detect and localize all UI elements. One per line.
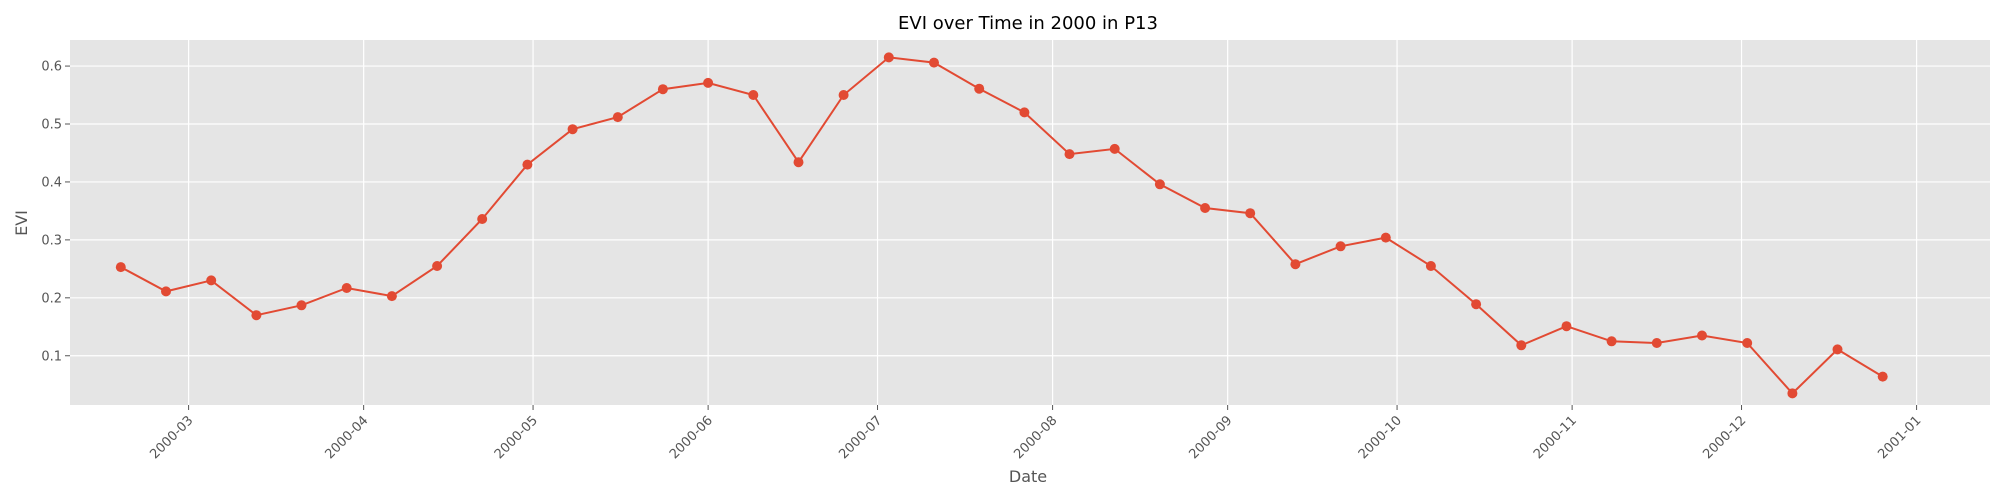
data-point	[929, 57, 939, 68]
x-tick-label: 2000-04	[322, 413, 371, 462]
data-point	[1787, 388, 1798, 399]
data-point	[1651, 338, 1662, 348]
data-point	[748, 90, 759, 100]
y-tick-label: 0.1	[41, 349, 62, 364]
data-point	[703, 77, 714, 88]
x-tick-label: 2000-09	[1186, 413, 1235, 462]
data-point	[1561, 321, 1572, 332]
x-axis-label: Date	[1009, 467, 1047, 486]
x-tick-label: 2000-03	[147, 413, 196, 462]
chart-title: EVI over Time in 2000 in P13	[898, 13, 1158, 34]
data-point	[115, 262, 126, 273]
data-point	[206, 275, 217, 286]
data-point	[1697, 330, 1707, 341]
data-point	[1154, 179, 1165, 190]
plot-area	[70, 40, 1990, 405]
data-point	[1742, 338, 1753, 348]
evi-series-line	[120, 56, 1884, 395]
data-point	[1019, 107, 1030, 118]
data-point	[477, 214, 488, 224]
data-point	[1380, 232, 1391, 243]
x-axis-ticks: 2000-03 2000-04 2000-05 2000-06 2000-07 2000-…	[147, 405, 1924, 462]
data-point	[341, 283, 352, 293]
data-point	[296, 300, 307, 311]
x-tick-label: 2000-10	[1356, 413, 1405, 462]
x-tick-label: 2000-08	[1011, 413, 1060, 462]
x-tick-label: 2001-01	[1875, 413, 1924, 462]
data-point	[1832, 344, 1843, 355]
x-tick-label: 2000-11	[1531, 413, 1580, 462]
data-point	[1290, 259, 1301, 270]
y-tick-label: 0.3	[41, 233, 62, 248]
x-tick-label: 2000-12	[1700, 413, 1749, 462]
y-tick-label: 0.2	[41, 291, 62, 306]
data-point	[1425, 261, 1436, 271]
data-point	[251, 310, 262, 321]
data-point	[386, 291, 397, 302]
x-tick-label: 2000-06	[667, 413, 716, 462]
data-point	[1109, 143, 1120, 154]
data-point	[1606, 336, 1617, 347]
y-axis-label: EVI	[12, 210, 31, 236]
x-tick-label: 2000-05	[492, 413, 541, 462]
evi-series-points	[115, 52, 1888, 399]
data-point	[657, 84, 668, 95]
data-point	[522, 159, 533, 170]
data-point	[161, 286, 171, 297]
data-point	[612, 112, 623, 123]
data-point	[1335, 241, 1346, 252]
data-point	[838, 90, 849, 100]
x-tick-label: 2000-07	[836, 413, 885, 462]
y-tick-label: 0.5	[41, 118, 62, 133]
data-point	[1471, 299, 1482, 310]
data-point	[432, 261, 443, 271]
data-point	[793, 157, 804, 168]
data-point	[567, 124, 578, 135]
y-tick-label: 0.6	[41, 60, 62, 75]
data-point	[883, 52, 894, 63]
y-axis-ticks: 0.1 0.2 0.3 0.4 0.5 0.6	[41, 60, 70, 364]
data-point	[1245, 208, 1256, 219]
data-point	[974, 83, 985, 94]
data-point	[1877, 371, 1888, 382]
y-tick-label: 0.4	[41, 175, 62, 190]
data-point	[1200, 203, 1211, 213]
data-point	[1516, 340, 1527, 351]
data-point	[1064, 149, 1075, 160]
